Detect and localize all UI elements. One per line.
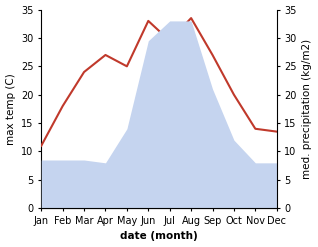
- Y-axis label: med. precipitation (kg/m2): med. precipitation (kg/m2): [302, 39, 313, 179]
- Y-axis label: max temp (C): max temp (C): [5, 73, 16, 145]
- X-axis label: date (month): date (month): [120, 231, 198, 242]
